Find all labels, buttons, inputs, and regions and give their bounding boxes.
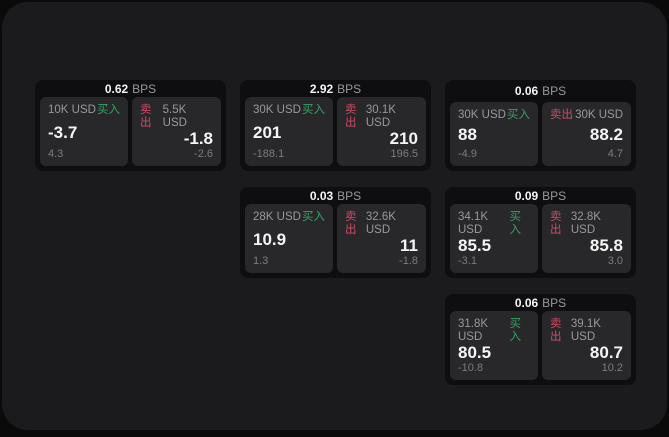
- buy-tile[interactable]: 34.1K USD 买入 85.5 -3.1: [450, 204, 538, 273]
- sell-tile[interactable]: 卖出 39.1K USD 80.7 10.2: [542, 311, 631, 380]
- bps-header: 0.62 BPS: [35, 80, 226, 97]
- bps-header: 0.06 BPS: [445, 294, 636, 311]
- bps-unit: BPS: [542, 295, 567, 310]
- sell-tile[interactable]: 卖出 32.8K USD 85.8 3.0: [542, 204, 631, 273]
- buy-price: 88: [458, 125, 477, 144]
- sell-tile[interactable]: 卖出 30K USD 88.2 4.7: [542, 102, 631, 166]
- buy-label: 买入: [507, 109, 530, 121]
- bps-header: 0.09 BPS: [445, 187, 636, 204]
- quote-card: 0.09 BPS 34.1K USD 买入 85.5 -3.1 卖出 32.8K…: [445, 187, 636, 278]
- sell-delta: 4.7: [607, 148, 623, 160]
- buy-price: 80.5: [458, 343, 492, 362]
- sell-delta: -2.6: [194, 148, 213, 160]
- bps-value: 0.62: [104, 81, 129, 96]
- sell-delta: 196.5: [390, 148, 418, 160]
- buy-amount: 34.1K USD: [458, 211, 489, 236]
- quote-card-grid: 0.62 BPS 10K USD 买入 -3.7 4.3 卖出 5.5K USD…: [35, 80, 636, 385]
- quote-panels: 30K USD 买入 201 -188.1 卖出 30.1K USD 210 1…: [240, 97, 431, 171]
- sell-amount: 5.5K USD: [162, 104, 187, 129]
- quote-card: 0.62 BPS 10K USD 买入 -3.7 4.3 卖出 5.5K USD…: [35, 80, 226, 171]
- buy-price: 10.9: [253, 229, 287, 249]
- sell-tile[interactable]: 卖出 32.6K USD 11 -1.8: [337, 204, 426, 273]
- bps-unit: BPS: [132, 81, 157, 96]
- bps-unit: BPS: [337, 188, 362, 203]
- sell-delta: 10.2: [601, 362, 623, 374]
- sell-delta: 3.0: [607, 255, 623, 267]
- quote-panels: 30K USD 买入 88 -4.9 卖出 30K USD 88.2 4.7: [445, 102, 636, 171]
- sell-amount: 39.1K USD: [570, 318, 601, 343]
- sell-label: 卖出: [345, 104, 357, 129]
- sell-price: -1.8: [183, 129, 213, 148]
- bps-value: 0.06: [514, 295, 539, 310]
- sell-tile[interactable]: 卖出 5.5K USD -1.8 -2.6: [132, 97, 221, 166]
- sell-amount: 32.6K USD: [365, 211, 396, 236]
- buy-delta: -4.9: [458, 148, 477, 160]
- quote-panels: 10K USD 买入 -3.7 4.3 卖出 5.5K USD -1.8 -2.…: [35, 97, 226, 171]
- buy-tile[interactable]: 31.8K USD 买入 80.5 -10.8: [450, 311, 538, 380]
- quote-panels: 34.1K USD 买入 85.5 -3.1 卖出 32.8K USD 85.8…: [445, 204, 636, 278]
- sell-price: 11: [400, 236, 418, 255]
- sell-label: 卖出: [345, 211, 357, 236]
- buy-tile[interactable]: 10K USD 买入 -3.7 4.3: [40, 97, 128, 166]
- sell-price: 210: [389, 129, 418, 148]
- quote-card: 0.06 BPS 30K USD 买入 88 -4.9 卖出 30K USD 8…: [445, 80, 636, 171]
- bps-unit: BPS: [542, 188, 567, 203]
- bps-header: 2.92 BPS: [240, 80, 431, 97]
- buy-label: 买入: [509, 211, 521, 236]
- bps-value: 0.09: [514, 188, 539, 203]
- sell-amount: 30K USD: [575, 109, 623, 121]
- buy-price: 85.5: [458, 236, 492, 255]
- buy-tile[interactable]: 28K USD 买入 10.9 1.3: [245, 204, 333, 273]
- sell-label: 卖出: [550, 211, 562, 236]
- sell-label: 卖出: [550, 318, 562, 343]
- buy-delta: -3.1: [458, 255, 477, 267]
- buy-label: 买入: [97, 104, 120, 116]
- bps-header: 0.03 BPS: [240, 187, 431, 204]
- sell-price: 88.2: [589, 125, 623, 144]
- sell-delta: -1.8: [399, 255, 418, 267]
- sell-label: 卖出: [550, 109, 573, 121]
- bps-value: 0.06: [514, 84, 539, 98]
- sell-price: 85.8: [589, 236, 623, 255]
- bps-unit: BPS: [337, 81, 362, 96]
- buy-price: -3.7: [48, 122, 78, 142]
- sell-price: 80.7: [589, 343, 623, 362]
- buy-tile[interactable]: 30K USD 买入 201 -188.1: [245, 97, 333, 166]
- bps-header: 0.06 BPS: [445, 80, 636, 102]
- quote-panels: 28K USD 买入 10.9 1.3 卖出 32.6K USD 11 -1.8: [240, 204, 431, 278]
- quote-card: 0.06 BPS 31.8K USD 买入 80.5 -10.8 卖出 39.1…: [445, 294, 636, 385]
- buy-delta: 1.3: [253, 255, 269, 267]
- buy-amount: 10K USD: [48, 104, 96, 116]
- buy-amount: 30K USD: [253, 104, 301, 116]
- sell-amount: 30.1K USD: [365, 104, 396, 129]
- buy-label: 买入: [302, 104, 325, 116]
- buy-delta: -188.1: [253, 148, 285, 160]
- buy-label: 买入: [302, 211, 325, 223]
- quote-card: 0.03 BPS 28K USD 买入 10.9 1.3 卖出 32.6K US…: [240, 187, 431, 278]
- sell-tile[interactable]: 卖出 30.1K USD 210 196.5: [337, 97, 426, 166]
- quote-card: 2.92 BPS 30K USD 买入 201 -188.1 卖出 30.1K …: [240, 80, 431, 171]
- buy-delta: -10.8: [458, 362, 484, 374]
- buy-label: 买入: [509, 318, 521, 343]
- bps-value: 2.92: [309, 81, 334, 96]
- sell-label: 卖出: [140, 104, 152, 129]
- buy-price: 201: [253, 122, 282, 142]
- sell-amount: 32.8K USD: [570, 211, 601, 236]
- quote-panels: 31.8K USD 买入 80.5 -10.8 卖出 39.1K USD 80.…: [445, 311, 636, 385]
- buy-delta: 4.3: [48, 148, 64, 160]
- bps-unit: BPS: [542, 84, 567, 98]
- buy-amount: 30K USD: [458, 109, 506, 121]
- buy-amount: 31.8K USD: [458, 318, 489, 343]
- buy-amount: 28K USD: [253, 211, 301, 223]
- buy-tile[interactable]: 30K USD 买入 88 -4.9: [450, 102, 538, 166]
- bps-value: 0.03: [309, 188, 334, 203]
